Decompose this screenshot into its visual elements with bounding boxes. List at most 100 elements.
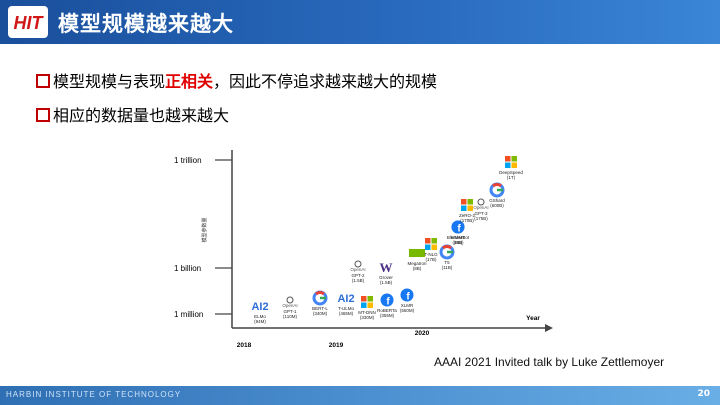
svg-text:OpenAI: OpenAI xyxy=(282,303,297,308)
facebook-logo-icon: f xyxy=(380,293,394,308)
model-size-chart: 1 trillion 1 billion 1 million 模型参数量 201… xyxy=(174,150,553,349)
point-name-label: ZeRO-2 xyxy=(459,213,476,218)
point-name-label: MT-DNN xyxy=(358,310,376,315)
bullet-1: 模型规模与表现正相关，因此不停追求越来越大的规模 xyxy=(36,68,437,92)
microsoft-logo-icon xyxy=(461,199,473,211)
svg-text:HIT: HIT xyxy=(14,13,45,33)
point-name-label: ELMo xyxy=(254,314,266,319)
google-logo-icon xyxy=(439,244,455,260)
point-params-label: (1T) xyxy=(507,175,516,180)
uw-logo-icon: W xyxy=(380,260,393,275)
x-tick-label: 2018 xyxy=(237,342,252,349)
bullet-2: 相应的数据量也越来越大 xyxy=(36,102,229,126)
svg-text:AI2: AI2 xyxy=(337,293,354,305)
x-tick-label: 2020 xyxy=(415,330,430,337)
google-logo-icon xyxy=(489,182,505,198)
point-params-label: (11B) xyxy=(442,265,453,270)
chart-point: DeepSpeed(1T) xyxy=(499,156,523,180)
chart-point: BERT-L(340M) xyxy=(312,290,328,316)
y-axis-label: 模型参数量 xyxy=(201,217,208,242)
point-params-label: (340M) xyxy=(313,311,328,316)
y-tick-label: 1 trillion xyxy=(174,156,202,165)
point-name-label: RoBERTa xyxy=(377,308,397,313)
microsoft-logo-icon xyxy=(361,296,373,308)
point-params-label: (330M) xyxy=(360,315,375,320)
svg-text:f: f xyxy=(386,297,390,308)
bullet-text: 模型规模与表现 xyxy=(53,72,166,91)
point-params-label: (465M) xyxy=(339,311,354,316)
point-name-label: DeepSpeed xyxy=(499,170,523,175)
bullet-box-icon xyxy=(36,74,50,88)
microsoft-logo-icon xyxy=(505,156,517,168)
svg-text:AI2: AI2 xyxy=(251,301,268,313)
footer-institute: HARBIN INSTITUTE OF TECHNOLOGY xyxy=(6,390,182,399)
point-params-label: (175B) xyxy=(474,216,488,221)
point-params-label: (170B) xyxy=(460,218,474,223)
point-params-label: (1.5B) xyxy=(380,280,393,285)
point-params-label: (15B) xyxy=(452,240,464,245)
point-name-label: GShard xyxy=(489,198,505,203)
ai2-logo-icon: AI2 xyxy=(337,293,354,305)
bullet-text: 相应的数据量也越来越大 xyxy=(53,106,230,125)
chart-point: MT-DNN(330M) xyxy=(358,296,376,320)
point-params-label: (8B) xyxy=(413,266,422,271)
footer-bar: HARBIN INSTITUTE OF TECHNOLOGY 20 xyxy=(0,386,720,405)
point-name-label: GPT-2 xyxy=(351,273,365,278)
chart-point: Megatron(8B) xyxy=(407,249,427,271)
point-params-label: (9B) xyxy=(454,240,463,245)
x-axis-label: Year xyxy=(526,315,540,322)
chart-point: ZeRO-2(170B) xyxy=(459,199,476,223)
svg-text:OpenAI: OpenAI xyxy=(350,267,365,272)
svg-text:f: f xyxy=(457,224,461,235)
facebook-logo-icon: f xyxy=(451,220,465,235)
bullet-box-icon xyxy=(36,108,50,122)
openai-logo-icon: OpenAI xyxy=(473,198,489,210)
point-name-label: BERT-L xyxy=(312,306,328,311)
microsoft-logo-icon xyxy=(425,238,437,250)
facebook-logo-icon: f xyxy=(400,288,414,303)
google-logo-icon xyxy=(312,290,328,306)
credit-text: AAAI 2021 Invited talk by Luke Zettlemoy… xyxy=(434,355,665,369)
point-name-label: XLMR xyxy=(401,303,414,308)
point-name-label: BlenderBot xyxy=(447,235,470,240)
point-name-label: MMMT xyxy=(451,235,465,240)
chart-points: AI2ELMo(94M)OpenAIGPT-1(110M)BERT-L(340M… xyxy=(251,156,523,324)
point-name-label: GPT-3 xyxy=(474,211,488,216)
bullet-highlight: 正相关 xyxy=(165,72,214,91)
point-params-label: (110M) xyxy=(283,314,297,319)
openai-logo-icon: OpenAI xyxy=(282,296,298,308)
chart-point: T-NLG(17B) xyxy=(424,238,438,262)
point-name-label: Grover xyxy=(379,275,393,280)
point-params-label: (1.5B) xyxy=(352,278,365,283)
nvidia-logo-icon xyxy=(409,249,425,257)
point-params-label: (17B) xyxy=(425,257,437,262)
point-name-label: GPT-1 xyxy=(283,309,297,314)
chart-point: T5(11B) xyxy=(439,244,455,270)
hit-logo-icon: HIT xyxy=(8,6,48,38)
point-name-label: T-ULMo xyxy=(338,306,355,311)
x-tick-label: 2019 xyxy=(329,342,344,349)
openai-logo-icon: OpenAI xyxy=(350,260,366,272)
y-tick-label: 1 million xyxy=(174,310,203,319)
point-params-label: (600B) xyxy=(490,203,504,208)
svg-text:f: f xyxy=(406,292,410,303)
page-number: 20 xyxy=(697,389,710,399)
svg-text:W: W xyxy=(380,260,393,275)
header-bar: HIT 模型规模越来越大 xyxy=(0,0,720,44)
point-name-label: T-NLG xyxy=(424,252,438,257)
point-params-label: (94M) xyxy=(254,319,266,324)
point-name-label: Megatron xyxy=(407,261,427,266)
point-name-label: T5 xyxy=(444,260,450,265)
ai2-logo-icon: AI2 xyxy=(251,301,268,313)
y-tick-label: 1 billion xyxy=(174,264,201,273)
svg-text:OpenAI: OpenAI xyxy=(473,205,488,210)
slide-title: 模型规模越来越大 xyxy=(58,12,234,36)
